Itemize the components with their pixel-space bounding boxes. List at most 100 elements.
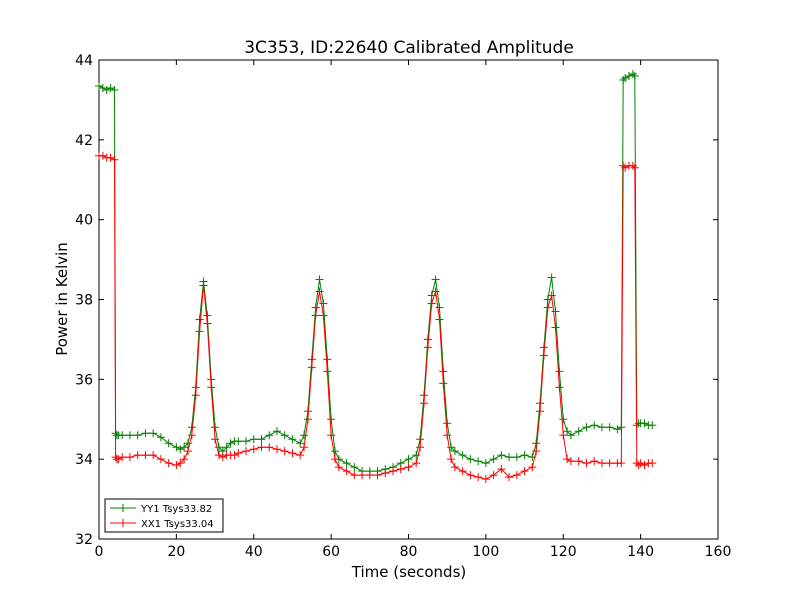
data-point: [640, 419, 649, 428]
data-point: [439, 367, 448, 376]
data-point: [311, 303, 320, 312]
data-point: [319, 299, 328, 308]
data-point: [574, 457, 583, 466]
data-point: [191, 391, 200, 400]
data-point: [412, 459, 421, 468]
data-point: [315, 275, 324, 284]
data-point: [532, 439, 541, 448]
data-point: [605, 423, 614, 432]
data-point: [396, 465, 405, 474]
data-point: [110, 85, 119, 94]
data-point: [110, 155, 119, 164]
data-point: [98, 83, 107, 92]
data-point: [280, 431, 289, 440]
data-point: [597, 423, 606, 432]
data-point: [125, 431, 134, 440]
data-point: [466, 471, 475, 480]
data-point: [613, 425, 622, 434]
data-point: [435, 303, 444, 312]
data-point: [164, 439, 173, 448]
data-point: [547, 291, 556, 300]
data-point: [539, 351, 548, 360]
y-tick-label: 36: [75, 372, 93, 388]
data-point: [323, 367, 332, 376]
data-point: [447, 455, 456, 464]
data-point: [520, 451, 529, 460]
data-point: [156, 455, 165, 464]
data-point: [172, 443, 181, 452]
data-point: [242, 437, 251, 446]
data-point: [559, 431, 568, 440]
data-point: [412, 451, 421, 460]
data-point: [214, 451, 223, 460]
data-point: [373, 471, 382, 480]
legend: YY1 Tsys33.82 XX1 Tsys33.04: [104, 498, 224, 533]
data-point: [272, 427, 281, 436]
data-point: [114, 455, 123, 464]
x-tick-label: 160: [705, 544, 732, 560]
data-point: [404, 463, 413, 472]
data-point: [98, 151, 107, 160]
data-point: [474, 457, 483, 466]
data-point: [528, 463, 537, 472]
data-point: [423, 343, 432, 352]
data-point: [187, 431, 196, 440]
y-tick-label: 42: [75, 133, 93, 149]
data-point: [307, 363, 316, 372]
data-point: [605, 459, 614, 468]
data-point: [439, 379, 448, 388]
legend-marker-yy1: [119, 504, 127, 512]
y-tick-label: 38: [75, 293, 93, 309]
data-point: [133, 431, 142, 440]
data-point: [559, 415, 568, 424]
data-point: [207, 383, 216, 392]
data-point: [149, 451, 158, 460]
data-point: [242, 447, 251, 456]
data-point: [582, 459, 591, 468]
ticks-layer: 0 20 40 60 80 100 120 140 160 32 34 36 38 40 42 44: [75, 53, 731, 560]
data-point: [597, 459, 606, 468]
data-point: [218, 453, 227, 462]
data-point: [199, 281, 208, 290]
data-point: [226, 439, 235, 448]
data-point: [481, 475, 490, 484]
plot-area: 0 20 40 60 80 100 120 140 160 32 34 36 38 40 42 44: [75, 53, 731, 560]
data-point: [327, 431, 336, 440]
data-point: [443, 419, 452, 428]
data-point: [532, 447, 541, 456]
data-point: [265, 443, 274, 452]
data-point: [172, 461, 181, 470]
data-point: [431, 275, 440, 284]
data-point: [630, 163, 639, 172]
legend-marker-xx1: [119, 519, 127, 527]
data-point: [203, 311, 212, 320]
data-point: [234, 449, 243, 458]
data-point: [505, 453, 514, 462]
data-point: [505, 473, 514, 482]
data-point: [555, 367, 564, 376]
data-point: [319, 311, 328, 320]
data-point: [648, 459, 657, 468]
data-point: [474, 473, 483, 482]
data-point: [628, 69, 637, 78]
chart-title: 3C353, ID:22640 Calibrated Amplitude: [244, 38, 574, 58]
series-yy1: [95, 69, 657, 476]
data-point: [133, 451, 142, 460]
data-point: [141, 429, 150, 438]
data-point: [288, 449, 297, 458]
data-point: [265, 431, 274, 440]
data-point: [249, 435, 258, 444]
data-point: [636, 459, 645, 468]
data-point: [342, 467, 351, 476]
data-point: [389, 467, 398, 476]
data-point: [230, 451, 239, 460]
data-point: [563, 427, 572, 436]
data-point: [195, 327, 204, 336]
data-point: [481, 459, 490, 468]
series-line: [99, 155, 653, 480]
data-point: [619, 75, 628, 84]
data-point: [497, 451, 506, 460]
data-point: [427, 299, 436, 308]
data-point: [211, 435, 220, 444]
